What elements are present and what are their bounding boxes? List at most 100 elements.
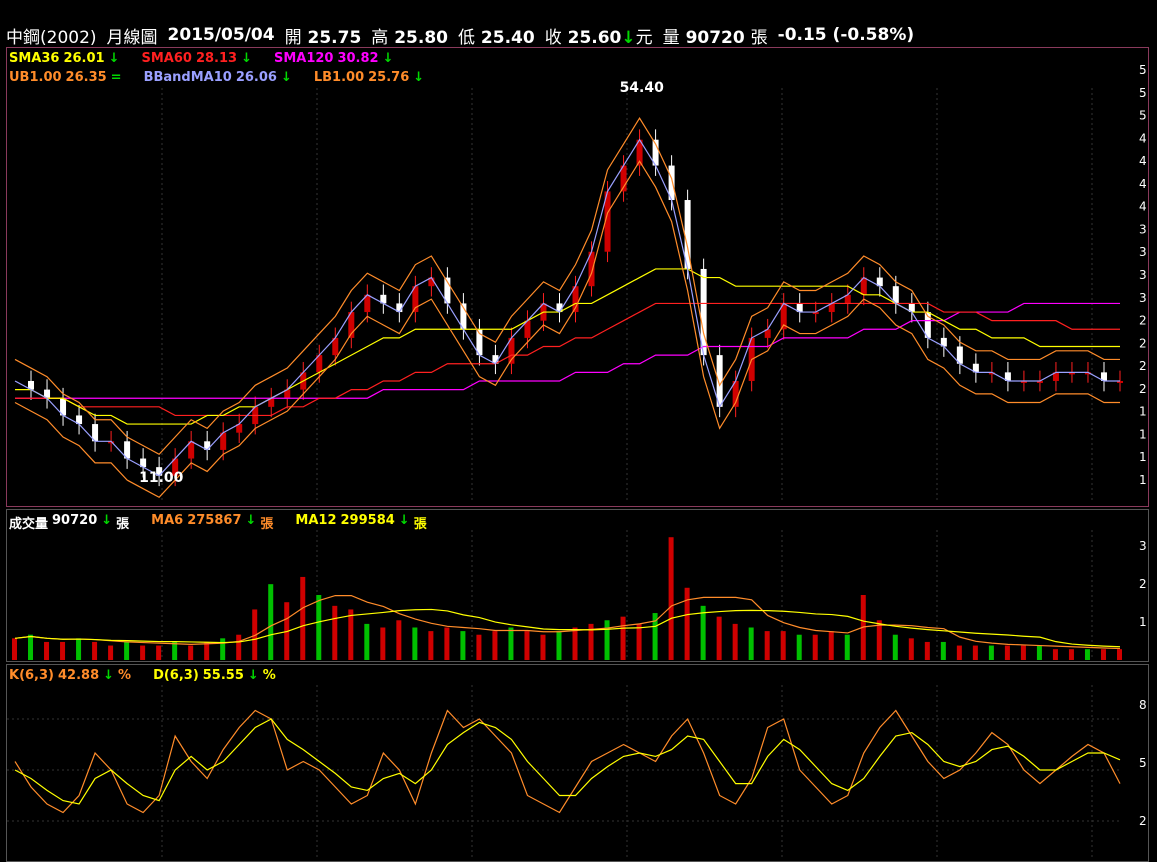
candle [284, 379, 291, 409]
volume-bar [236, 634, 242, 660]
volume-bar [492, 631, 498, 660]
volume-bar [620, 616, 626, 660]
volume-bar [956, 645, 962, 660]
volume-bar [156, 645, 162, 660]
y-tick-label: 2 [1139, 577, 1147, 591]
close-price: 收 25.60↓元 [544, 27, 653, 48]
volume-bar [332, 605, 338, 660]
y-tick-label: 4 [1139, 131, 1147, 145]
lower-band-line [14, 160, 1120, 499]
legend-item: SMA60 28.13 ↓ [141, 51, 252, 66]
candle [700, 258, 707, 366]
volume-chart[interactable]: 3 2 1 [7, 510, 1148, 661]
down-arrow-icon: ↓ [101, 513, 113, 528]
candle [764, 318, 771, 349]
volume-bar [252, 609, 258, 660]
down-arrow-icon: ↓ [398, 513, 410, 528]
volume-bar [1052, 649, 1058, 660]
down-arrow-icon: ↓ [280, 70, 292, 85]
volume-bar [92, 641, 98, 660]
volume-bar [1068, 649, 1074, 660]
quote-date: 2015/05/04 [167, 25, 275, 45]
volume-bar [844, 634, 850, 660]
candle [652, 129, 659, 176]
y-tick-label: 1 [1139, 427, 1147, 441]
volume-bar [812, 634, 818, 660]
volume-chart-panel[interactable]: 3 2 1 成交量 90720 ↓ 張 MA6 275867 ↓ 張 MA12 299584 ↓ 張 [6, 509, 1149, 662]
volume-bar [396, 620, 402, 660]
down-arrow-icon: ↓ [241, 51, 252, 66]
candle [508, 327, 515, 375]
volume-bar [668, 537, 674, 660]
y-tick-label: 1 [1139, 473, 1147, 487]
volume-bar [300, 576, 306, 660]
y-tick-label: 1 [1139, 405, 1147, 419]
kd-legend: K(6,3) 42.88 ↓% D(6,3) 55.55 ↓% [9, 668, 276, 683]
volume-bar [764, 631, 770, 660]
low-price: 低 25.40 [457, 27, 535, 48]
sma36-line [15, 268, 1120, 425]
y-tick-label: 1 [1139, 450, 1147, 464]
volume-bar [204, 641, 210, 660]
volume-bar [76, 638, 82, 660]
symbol-name: 中鋼(2002) [6, 27, 97, 48]
volume-bar [60, 641, 66, 660]
kd-chart-panel[interactable]: 8 5 2 K(6,3) 42.88 ↓% D(6,3) 55.55 ↓% [6, 664, 1149, 862]
candle [556, 293, 563, 323]
kd-chart[interactable]: 8 5 2 [7, 665, 1148, 861]
down-arrow-icon: ↓ [247, 668, 259, 683]
volume-bar [684, 587, 690, 660]
y-tick-label: 8 [1139, 698, 1147, 712]
y-tick-label: 2 [1139, 336, 1147, 350]
volume-bar [572, 627, 578, 660]
volume-bar [540, 634, 546, 660]
legend-item: LB1.00 25.76 ↓ [313, 70, 425, 85]
volume-bar [556, 631, 562, 660]
candle [924, 301, 931, 349]
volume-bar [636, 623, 642, 660]
y-tick-label: 2 [1139, 314, 1147, 328]
down-arrow-icon: ↓ [108, 51, 120, 66]
y-tick-label: 5 [1139, 86, 1147, 100]
volume-bar [508, 627, 514, 660]
min-price-label: 11.00 [139, 470, 184, 486]
volume-bar [188, 645, 194, 660]
candle [732, 370, 739, 418]
candle [460, 293, 467, 340]
y-tick-label: 3 [1139, 268, 1147, 282]
candle [348, 301, 355, 349]
down-arrow-icon: ↓ [103, 668, 115, 683]
price-chart[interactable]: 54.40 11.00 5 5 5 4 4 4 4 3 3 3 3 2 2 2 2 1 1 1 1 [7, 48, 1148, 506]
open-price: 開 25.75 [284, 27, 362, 48]
period-label: 月線圖 [106, 27, 158, 48]
legend-item: UB1.00 26.35 = [9, 70, 122, 85]
volume-bar [988, 645, 994, 660]
volume-bar [172, 641, 178, 660]
volume-bar [1084, 649, 1090, 660]
volume-bar [1004, 645, 1010, 660]
volume-bar [316, 595, 322, 660]
y-tick-label: 5 [1139, 756, 1147, 770]
volume-bar [972, 645, 978, 660]
candle [156, 456, 163, 487]
high-price: 高 25.80 [371, 27, 448, 48]
candle [476, 318, 483, 366]
y-tick-label: 4 [1139, 177, 1147, 191]
candle [1052, 362, 1059, 392]
price-chart-panel[interactable]: 54.40 11.00 5 5 5 4 4 4 4 3 3 3 3 2 2 2 2 1 1 1 1 SMA36 26.01… [6, 47, 1149, 507]
candle [396, 293, 403, 323]
volume-bar [140, 645, 146, 660]
legend-item: MA6 275867 ↓ 張 [151, 513, 274, 532]
volume-bar [44, 641, 50, 660]
y-tick-label: 4 [1139, 200, 1147, 214]
candle [1100, 362, 1107, 392]
volume-bar [908, 638, 914, 660]
down-arrow-icon: = [110, 70, 122, 85]
volume-bar [1100, 649, 1106, 660]
volume-bar [524, 631, 530, 660]
volume-bar [380, 627, 386, 660]
candle [636, 129, 643, 176]
volume-bar [940, 641, 946, 660]
upper-band-line [14, 117, 1120, 455]
candle [620, 155, 627, 202]
